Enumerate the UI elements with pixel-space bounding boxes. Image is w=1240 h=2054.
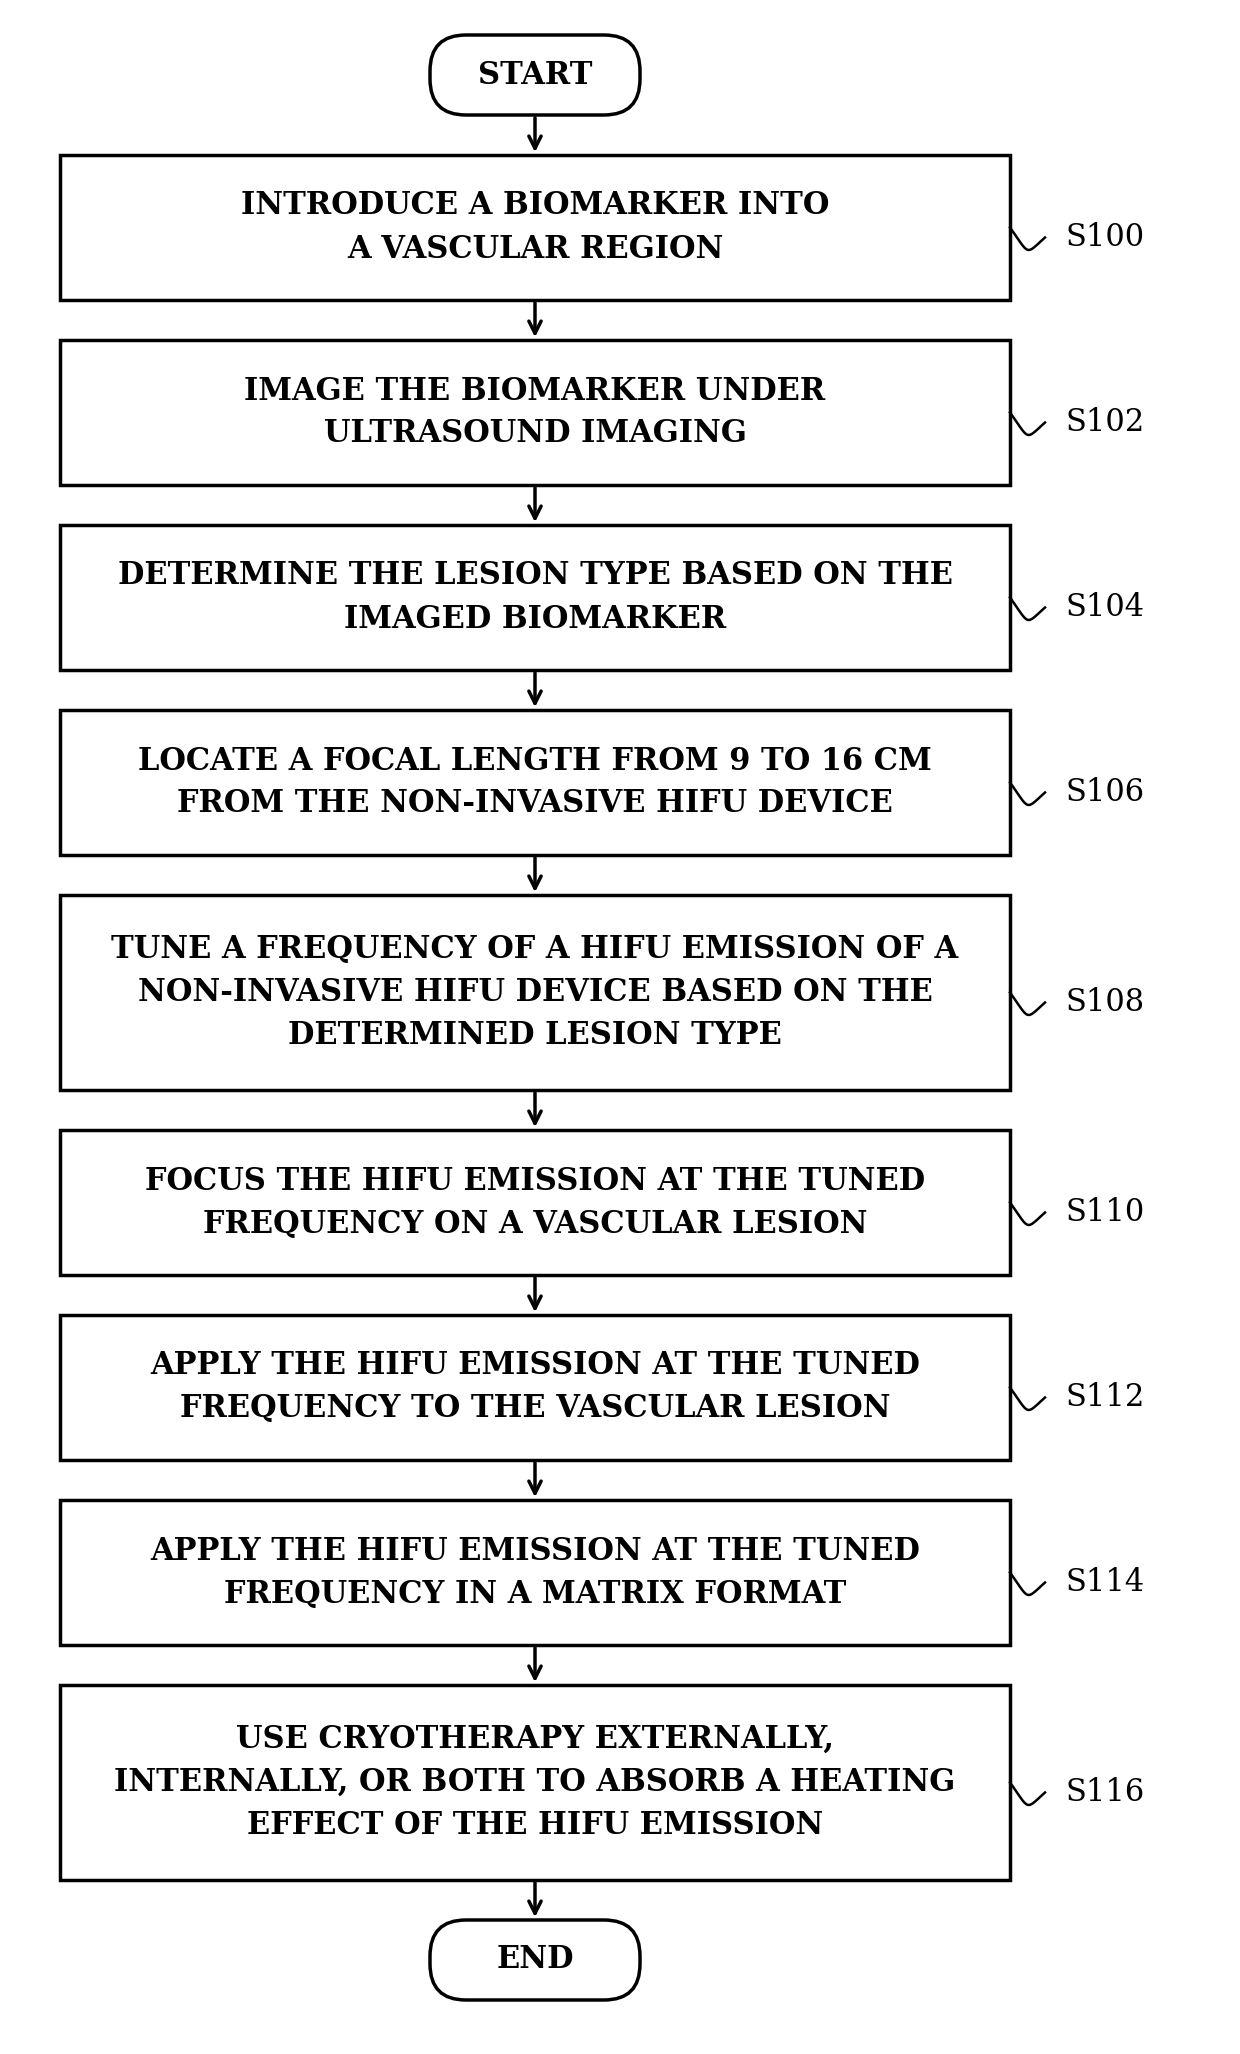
Text: S106: S106 [1065,776,1145,807]
Text: APPLY THE HIFU EMISSION AT THE TUNED
FREQUENCY TO THE VASCULAR LESION: APPLY THE HIFU EMISSION AT THE TUNED FRE… [150,1349,920,1425]
Text: END: END [496,1945,574,1976]
Text: S100: S100 [1065,222,1145,253]
Text: TUNE A FREQUENCY OF A HIFU EMISSION OF A
NON-INVASIVE HIFU DEVICE BASED ON THE
D: TUNE A FREQUENCY OF A HIFU EMISSION OF A… [112,935,959,1052]
Text: DETERMINE THE LESION TYPE BASED ON THE
IMAGED BIOMARKER: DETERMINE THE LESION TYPE BASED ON THE I… [118,561,952,635]
Bar [60,896,1011,1091]
Bar [60,1684,1011,1879]
Text: S102: S102 [1065,407,1145,438]
Text: S108: S108 [1065,988,1145,1019]
Bar [60,1130,1011,1276]
Text: S112: S112 [1065,1382,1145,1413]
Text: S110: S110 [1065,1197,1145,1228]
Text: LOCATE A FOCAL LENGTH FROM 9 TO 16 CM
FROM THE NON-INVASIVE HIFU DEVICE: LOCATE A FOCAL LENGTH FROM 9 TO 16 CM FR… [138,746,932,820]
Text: START: START [477,60,593,90]
Text: USE CRYOTHERAPY EXTERNALLY,
INTERNALLY, OR BOTH TO ABSORB A HEATING
EFFECT OF TH: USE CRYOTHERAPY EXTERNALLY, INTERNALLY, … [114,1723,956,1840]
Bar [60,1499,1011,1645]
Text: INTRODUCE A BIOMARKER INTO
A VASCULAR REGION: INTRODUCE A BIOMARKER INTO A VASCULAR RE… [241,191,830,265]
Text: S116: S116 [1065,1777,1145,1808]
Text: IMAGE THE BIOMARKER UNDER
ULTRASOUND IMAGING: IMAGE THE BIOMARKER UNDER ULTRASOUND IMA… [244,376,826,450]
Text: S114: S114 [1065,1567,1145,1598]
Bar [60,1315,1011,1460]
Bar [60,154,1011,300]
Bar [60,711,1011,854]
Text: FOCUS THE HIFU EMISSION AT THE TUNED
FREQUENCY ON A VASCULAR LESION: FOCUS THE HIFU EMISSION AT THE TUNED FRE… [145,1165,925,1239]
Text: S104: S104 [1065,592,1145,622]
FancyBboxPatch shape [430,35,640,115]
Text: APPLY THE HIFU EMISSION AT THE TUNED
FREQUENCY IN A MATRIX FORMAT: APPLY THE HIFU EMISSION AT THE TUNED FRE… [150,1536,920,1610]
FancyBboxPatch shape [430,1920,640,2001]
Bar [60,341,1011,485]
Bar [60,526,1011,670]
